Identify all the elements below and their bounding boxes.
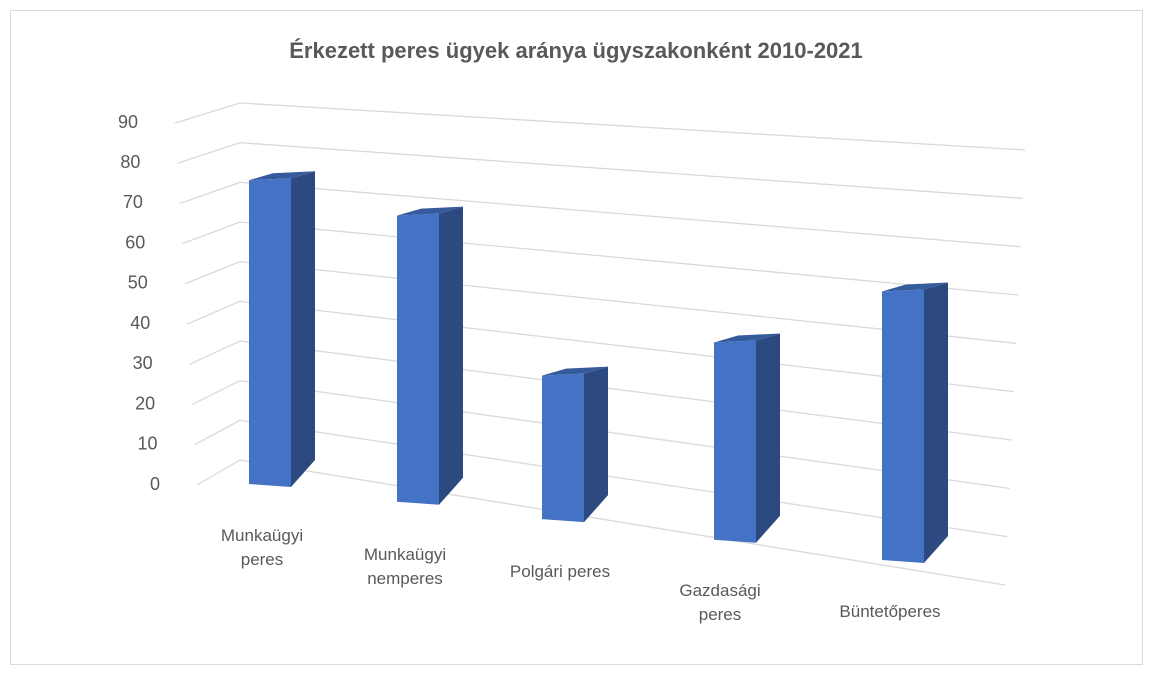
bar-side: [439, 206, 463, 505]
bar: [249, 178, 291, 488]
y-tick-label: 50: [128, 273, 148, 293]
x-tick-label: Gazdasági peres: [679, 581, 761, 624]
y-tick-label: 20: [135, 393, 155, 413]
x-tick-label: Polgári peres: [509, 562, 611, 581]
grid-line: [179, 181, 1021, 248]
chart-frame: [10, 10, 1143, 665]
x-tick-label: Munkaügyi nemperes: [363, 545, 447, 588]
y-tick-label: 90: [118, 112, 138, 132]
bar-top: [397, 206, 463, 216]
y-tick-label: 30: [133, 353, 153, 373]
bar-top: [542, 366, 608, 376]
bar-side: [756, 333, 780, 543]
bar: [397, 213, 439, 505]
bar-side: [291, 171, 315, 488]
y-tick-label: 40: [130, 313, 150, 333]
bar-top: [882, 282, 948, 292]
bar-top: [714, 333, 780, 343]
grid-line: [184, 261, 1017, 344]
grid-line: [174, 102, 1026, 151]
y-tick-label: 10: [138, 434, 158, 454]
bar-side: [924, 282, 948, 563]
grid-line: [177, 142, 1023, 199]
bar: [714, 340, 756, 543]
bar-top: [249, 171, 315, 181]
chart-title: Érkezett peres ügyek aránya ügyszakonkén…: [289, 38, 863, 63]
bar: [882, 289, 924, 563]
x-tick-label: Munkaügyi peres: [220, 526, 304, 569]
grid-line: [196, 459, 1006, 586]
y-tick-label: 60: [125, 232, 145, 252]
bar: [542, 373, 584, 523]
y-tick-label: 80: [120, 152, 140, 172]
bar-side: [584, 366, 608, 523]
y-tick-label: 0: [150, 474, 160, 494]
x-tick-label: Büntetőperes: [839, 602, 941, 621]
y-tick-label: 70: [123, 192, 143, 212]
grid-line: [182, 221, 1019, 296]
